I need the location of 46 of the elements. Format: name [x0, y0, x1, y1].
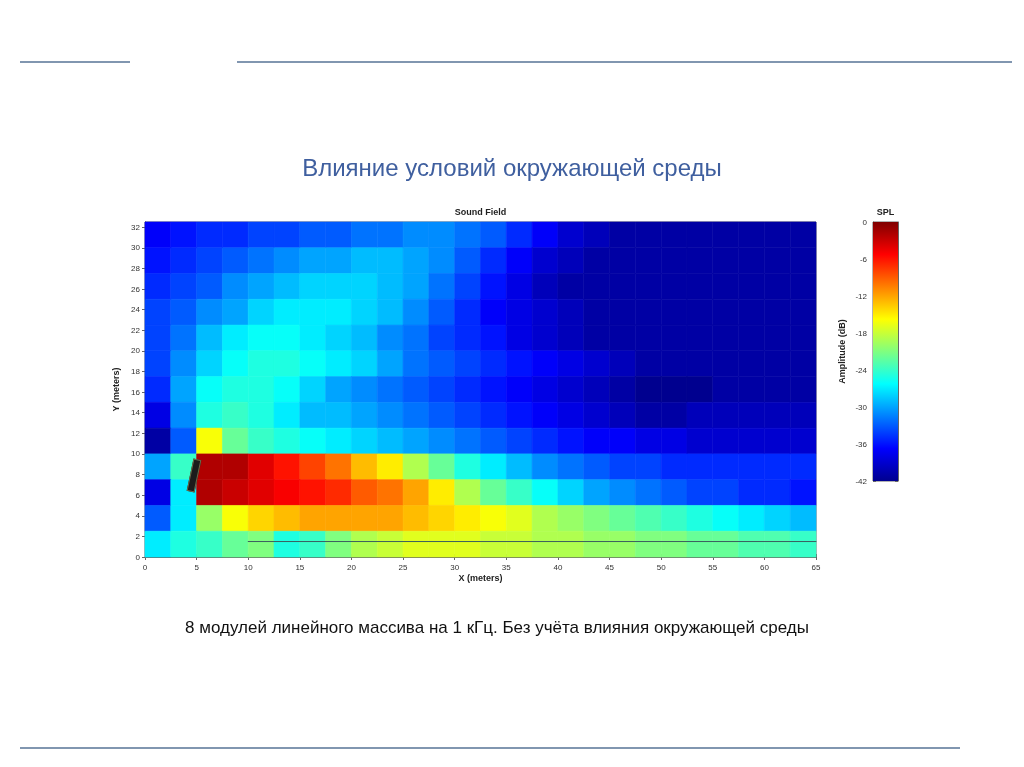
y-tick-label: 4: [135, 511, 141, 521]
x-tick-label: 50: [656, 562, 667, 572]
color-bar-label: -24: [855, 365, 868, 375]
x-axis-title: X (meters): [458, 572, 503, 583]
chart-subtitle: Sound Field: [454, 207, 507, 217]
y-axis-title: Y (meters): [110, 367, 121, 412]
x-tick-label: 60: [759, 562, 770, 572]
y-tick-label: 6: [135, 490, 141, 500]
color-bar-label: -12: [855, 291, 868, 301]
y-tick-label: 10: [131, 449, 141, 459]
y-tick-label: 30: [131, 243, 141, 253]
x-tick-label: 45: [605, 562, 615, 572]
y-tick-label: 18: [131, 366, 141, 376]
x-tick-label: 30: [450, 562, 460, 572]
y-tick-label: 24: [131, 305, 141, 315]
color-bar-label: -36: [855, 439, 868, 449]
y-tick-label: 28: [131, 263, 141, 273]
y-tick-label: 16: [131, 387, 141, 397]
color-bar-title: Amplitude (dB): [836, 319, 847, 384]
legend-title: SPL: [876, 207, 895, 217]
x-tick-label: 55: [708, 562, 718, 572]
y-tick-label: 0: [135, 552, 141, 562]
y-tick-label: 26: [131, 284, 141, 294]
x-tick-label: 40: [553, 562, 563, 572]
x-tick-label: 25: [398, 562, 409, 572]
x-tick-label: 65: [811, 562, 821, 572]
y-tick-label: 32: [131, 222, 141, 232]
x-tick-label: 35: [501, 562, 512, 572]
color-bar-label: 0: [862, 217, 868, 227]
color-bar-label: -42: [855, 476, 868, 486]
color-bar-label: -18: [855, 328, 868, 338]
x-tick-label: 20: [347, 562, 357, 572]
y-tick-label: 14: [131, 408, 141, 418]
chart-title: Влияние условий окружающей среды: [302, 153, 722, 181]
y-tick-label: 2: [135, 531, 141, 541]
y-tick-label: 8: [135, 470, 141, 480]
color-bar-label: -6: [859, 254, 868, 264]
x-tick-label: 5: [194, 562, 200, 572]
y-tick-label: 12: [131, 428, 141, 438]
x-tick-label: 0: [142, 562, 148, 572]
y-tick-label: 22: [131, 325, 141, 335]
text: 8 модулей линейного массива на 1 кГц. Без учёта влияния окружающей среды: [185, 617, 809, 637]
x-tick-label: 10: [243, 562, 254, 572]
x-tick-label: 15: [295, 562, 305, 572]
color-bar-label: -30: [855, 402, 868, 412]
y-tick-label: 20: [131, 346, 141, 356]
